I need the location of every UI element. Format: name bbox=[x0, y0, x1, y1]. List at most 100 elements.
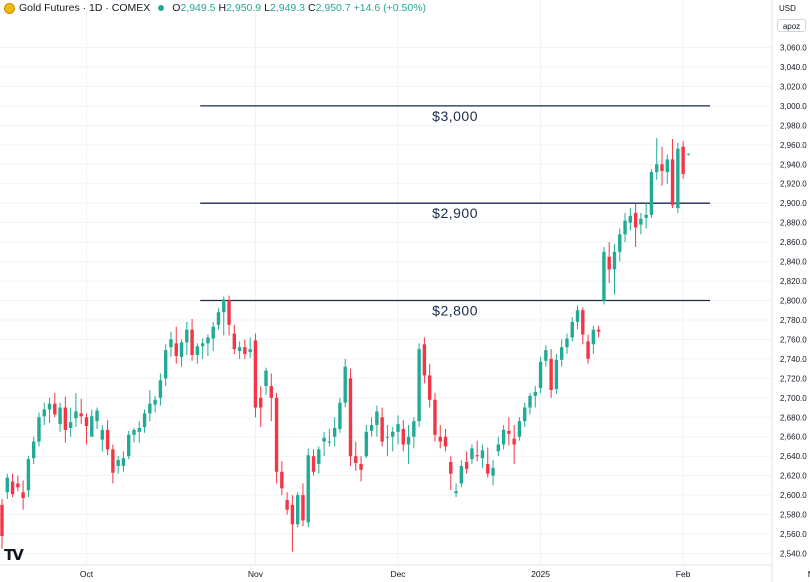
candle bbox=[443, 428, 448, 452]
candle bbox=[438, 425, 442, 449]
price-tick-label: 2,740.0 bbox=[780, 355, 807, 364]
candle bbox=[185, 321, 189, 355]
candle-body bbox=[375, 411, 379, 426]
candle-body bbox=[623, 220, 627, 235]
candle bbox=[660, 146, 664, 186]
candle bbox=[375, 405, 379, 437]
price-tick-label: 2,540.0 bbox=[780, 550, 807, 559]
candle bbox=[327, 428, 332, 447]
candle bbox=[676, 142, 680, 213]
price-tick-label: 2,680.0 bbox=[780, 413, 807, 422]
candle bbox=[0, 499, 4, 549]
candle bbox=[549, 349, 553, 398]
candle-body bbox=[364, 431, 369, 457]
candle bbox=[169, 331, 173, 357]
candle-body bbox=[470, 448, 474, 460]
candle bbox=[655, 137, 659, 180]
candle-body bbox=[523, 407, 527, 422]
candle-body bbox=[327, 441, 332, 443]
candle-body bbox=[95, 410, 99, 422]
candle-body bbox=[179, 342, 184, 357]
candle-body bbox=[412, 421, 416, 437]
symbol-title: Gold Futures · 1D · COMEX bbox=[19, 2, 151, 14]
candle-body bbox=[211, 326, 215, 339]
candle bbox=[5, 473, 9, 500]
candle-body bbox=[301, 495, 305, 521]
candle-body bbox=[354, 456, 358, 464]
candle-body bbox=[90, 416, 94, 437]
candle bbox=[264, 367, 268, 395]
candle-body bbox=[591, 329, 596, 345]
candle-body bbox=[79, 413, 83, 417]
price-tick-label: 2,720.0 bbox=[780, 374, 807, 383]
candle-body bbox=[169, 339, 173, 348]
candle bbox=[512, 425, 516, 464]
candle bbox=[565, 333, 569, 355]
price-tick-label: 3,040.0 bbox=[780, 63, 807, 72]
candle bbox=[53, 392, 57, 418]
candle-body bbox=[581, 310, 585, 335]
candle-body bbox=[554, 359, 559, 390]
candle-body bbox=[10, 481, 15, 495]
candle-body bbox=[148, 403, 152, 414]
candle-body bbox=[0, 504, 4, 536]
price-tick-label: 2,880.0 bbox=[780, 219, 807, 228]
price-tick-label: 3,060.0 bbox=[780, 44, 807, 53]
candle-body bbox=[163, 350, 168, 379]
price-tick-label: 2,840.0 bbox=[780, 258, 807, 267]
tradingview-logo[interactable]: TV bbox=[4, 546, 24, 564]
candle-body bbox=[253, 340, 258, 408]
candle bbox=[311, 449, 316, 476]
price-tick-label: 2,940.0 bbox=[780, 160, 807, 169]
candle-body bbox=[290, 504, 295, 525]
candle bbox=[602, 246, 606, 305]
candle bbox=[142, 409, 147, 433]
symbol-legend[interactable]: Gold Futures · 1D · COMEX O 2,949.5 H 2,95… bbox=[4, 1, 429, 15]
candle bbox=[74, 392, 78, 427]
candle bbox=[459, 460, 464, 488]
candle-body bbox=[127, 434, 131, 457]
candle bbox=[586, 334, 590, 364]
candle bbox=[570, 317, 574, 342]
currency-label[interactable]: USD bbox=[779, 4, 796, 13]
candle bbox=[412, 417, 416, 449]
candle-body bbox=[422, 344, 427, 376]
candle bbox=[501, 425, 506, 450]
candle bbox=[575, 305, 580, 330]
candle bbox=[649, 169, 654, 218]
price-level-label: $2,900 bbox=[432, 205, 478, 221]
candle bbox=[163, 344, 168, 387]
candle-body bbox=[37, 417, 41, 442]
unit-selector[interactable]: apoz bbox=[777, 19, 806, 32]
price-tick-label: 2,580.0 bbox=[780, 511, 807, 520]
candle-body bbox=[142, 413, 147, 427]
price-tick-label: 2,800.0 bbox=[780, 297, 807, 306]
candle-body bbox=[427, 375, 432, 400]
candle bbox=[380, 407, 384, 447]
candle bbox=[127, 430, 131, 460]
candle bbox=[79, 398, 83, 425]
candle bbox=[37, 412, 41, 447]
candle-body bbox=[105, 429, 110, 450]
price-tick-label: 2,780.0 bbox=[780, 316, 807, 325]
candle bbox=[253, 333, 258, 418]
candle bbox=[475, 440, 479, 462]
candle-body bbox=[5, 477, 9, 493]
candle bbox=[470, 444, 474, 464]
candle bbox=[248, 337, 252, 358]
candle-body bbox=[26, 459, 31, 491]
candle-body bbox=[84, 417, 89, 427]
time-tick-label: Mar bbox=[808, 569, 810, 579]
candle-body bbox=[544, 350, 548, 361]
candle-body bbox=[681, 146, 685, 174]
price-tick-label: 2,600.0 bbox=[780, 491, 807, 500]
price-tick-label: 2,620.0 bbox=[780, 472, 807, 481]
candles[interactable] bbox=[0, 137, 691, 552]
time-tick-label: 2025 bbox=[531, 569, 550, 579]
candle-body bbox=[670, 159, 675, 206]
candle bbox=[111, 444, 115, 484]
candle bbox=[153, 395, 157, 413]
candle bbox=[496, 436, 501, 457]
candle-body bbox=[227, 300, 231, 325]
